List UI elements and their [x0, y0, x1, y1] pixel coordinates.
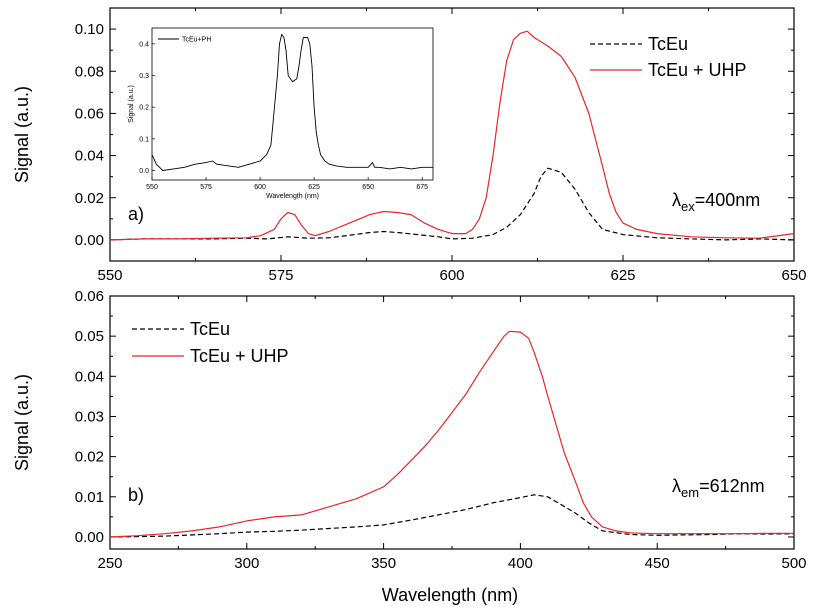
inset-frame	[151, 27, 434, 181]
excitation-annotation: λex=400nm	[672, 190, 760, 214]
inset-y-tick-label: 0.4	[139, 41, 149, 48]
x-tick-label: 575	[268, 267, 293, 284]
inset-x-tick-label: 600	[254, 184, 266, 191]
panel-label: a)	[128, 204, 144, 224]
inset-series-line	[151, 33, 433, 171]
y-tick-label: 0.05	[75, 328, 104, 345]
series-line-tceu	[109, 494, 795, 538]
y-tick-label: 0.04	[75, 368, 104, 385]
x-tick-label: 350	[371, 555, 396, 572]
x-tick-label: 625	[610, 267, 635, 284]
x-tick-label: 550	[97, 267, 122, 284]
legend-label: TcEu	[190, 319, 230, 339]
y-axis-title: Signal (a.u.)	[12, 86, 32, 183]
inset-y-axis-title: Signal (a.u.)	[128, 85, 135, 123]
series-line-tceu	[109, 167, 795, 241]
annotation-symbol: λ	[672, 190, 681, 210]
annotation-value: =612nm	[699, 476, 765, 496]
panel-a-chart: 550 575 600 625 650 0.00 0.02 0.04 0.06 0.08 0.10 S…	[12, 7, 807, 284]
panel-label: b)	[128, 485, 144, 505]
x-tick-label: 500	[781, 555, 806, 572]
annotation-subscript: ex	[681, 199, 695, 214]
legend-label: TcEu + UHP	[648, 60, 747, 80]
inset-chart: 550 575 600 625 650 675 0.0 0.1 0.2 0.3 0.4 Wavelen…	[128, 27, 434, 200]
x-tick-label: 400	[508, 555, 533, 572]
panel-b-chart: 250 300 350 400 450 500 0.00 0.01 0.02 0.03 0.04 0.…	[12, 288, 807, 572]
inset-y-tick-label: 0.3	[139, 73, 149, 80]
y-tick-label: 0.01	[75, 489, 104, 506]
x-tick-label: 450	[645, 555, 670, 572]
y-tick-label: 0.02	[75, 449, 104, 466]
series-line-tceu-uhp	[109, 30, 795, 241]
y-tick-label: 0.04	[75, 148, 104, 165]
y-axis-title: Signal (a.u.)	[12, 374, 32, 471]
legend-label: TcEu + UHP	[190, 346, 289, 366]
inset-x-axis-title: Wavelength (nm)	[266, 193, 319, 200]
y-tick-label: 0.03	[75, 408, 104, 425]
inset-x-tick-label: 650	[362, 184, 374, 191]
inset-x-tick-label: 575	[200, 184, 212, 191]
excitation-annotation: λem=612nm	[672, 476, 765, 500]
x-tick-label: 650	[781, 267, 806, 284]
annotation-value: =400nm	[695, 190, 761, 210]
inset-x-tick-label: 625	[308, 184, 320, 191]
x-tick-label: 600	[439, 267, 464, 284]
annotation-symbol: λ	[672, 476, 681, 496]
x-tick-label: 250	[97, 555, 122, 572]
annotation-subscript: em	[681, 485, 699, 500]
inset-x-tick-label: 675	[416, 184, 428, 191]
series-line-tceu-uhp	[109, 330, 794, 538]
x-axis-title: Wavelength (nm)	[382, 585, 518, 605]
y-tick-label: 0.02	[75, 190, 104, 207]
y-tick-label: 0.06	[75, 288, 104, 305]
inset-y-tick-label: 0.1	[139, 136, 149, 143]
y-tick-label: 0.00	[75, 529, 104, 546]
x-tick-label: 300	[234, 555, 259, 572]
inset-legend-label: TcEu+PH	[182, 37, 211, 44]
y-tick-label: 0.06	[75, 105, 104, 122]
y-tick-label: 0.08	[75, 63, 104, 80]
inset-y-tick-label: 0.2	[139, 105, 149, 112]
y-tick-label: 0.00	[75, 232, 104, 249]
legend-label: TcEu	[648, 34, 688, 54]
y-tick-label: 0.10	[75, 21, 104, 38]
inset-y-tick-label: 0.0	[139, 168, 149, 175]
inset-x-tick-label: 550	[146, 184, 158, 191]
